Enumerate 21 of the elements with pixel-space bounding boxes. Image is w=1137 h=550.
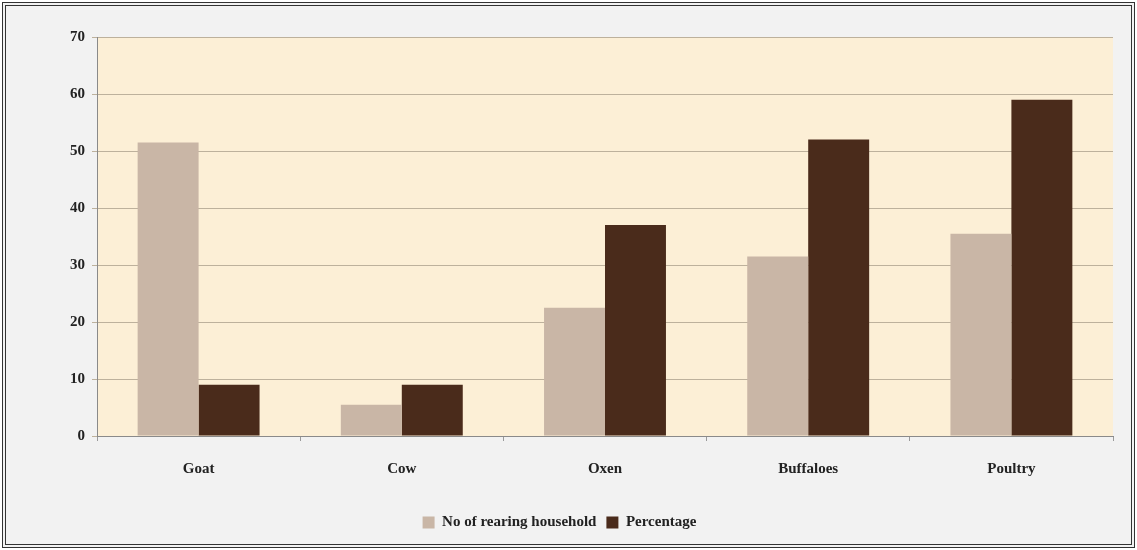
bar <box>808 139 870 436</box>
x-tick-label: Poultry <box>987 459 1037 476</box>
bar <box>605 225 666 436</box>
x-tick-label: Buffaloes <box>778 459 839 476</box>
x-tick-label: Cow <box>387 459 417 476</box>
x-tick-label: Oxen <box>587 459 623 476</box>
x-tick-label: Goat <box>182 459 215 476</box>
bar <box>401 384 463 436</box>
y-tick-label: 30 <box>70 255 85 272</box>
legend-label: No of rearing household <box>442 513 598 530</box>
bar <box>1011 99 1073 436</box>
y-tick-label: 0 <box>77 426 85 443</box>
y-tick-label: 40 <box>70 198 85 215</box>
y-tick-label: 10 <box>70 369 85 386</box>
bar <box>340 404 402 436</box>
bar <box>198 384 260 436</box>
y-tick-label: 70 <box>70 27 85 44</box>
y-tick-label: 50 <box>70 141 85 158</box>
legend-label: Percentage <box>625 513 697 530</box>
y-tick-label: 20 <box>70 312 85 329</box>
y-tick-label: 60 <box>70 84 85 101</box>
